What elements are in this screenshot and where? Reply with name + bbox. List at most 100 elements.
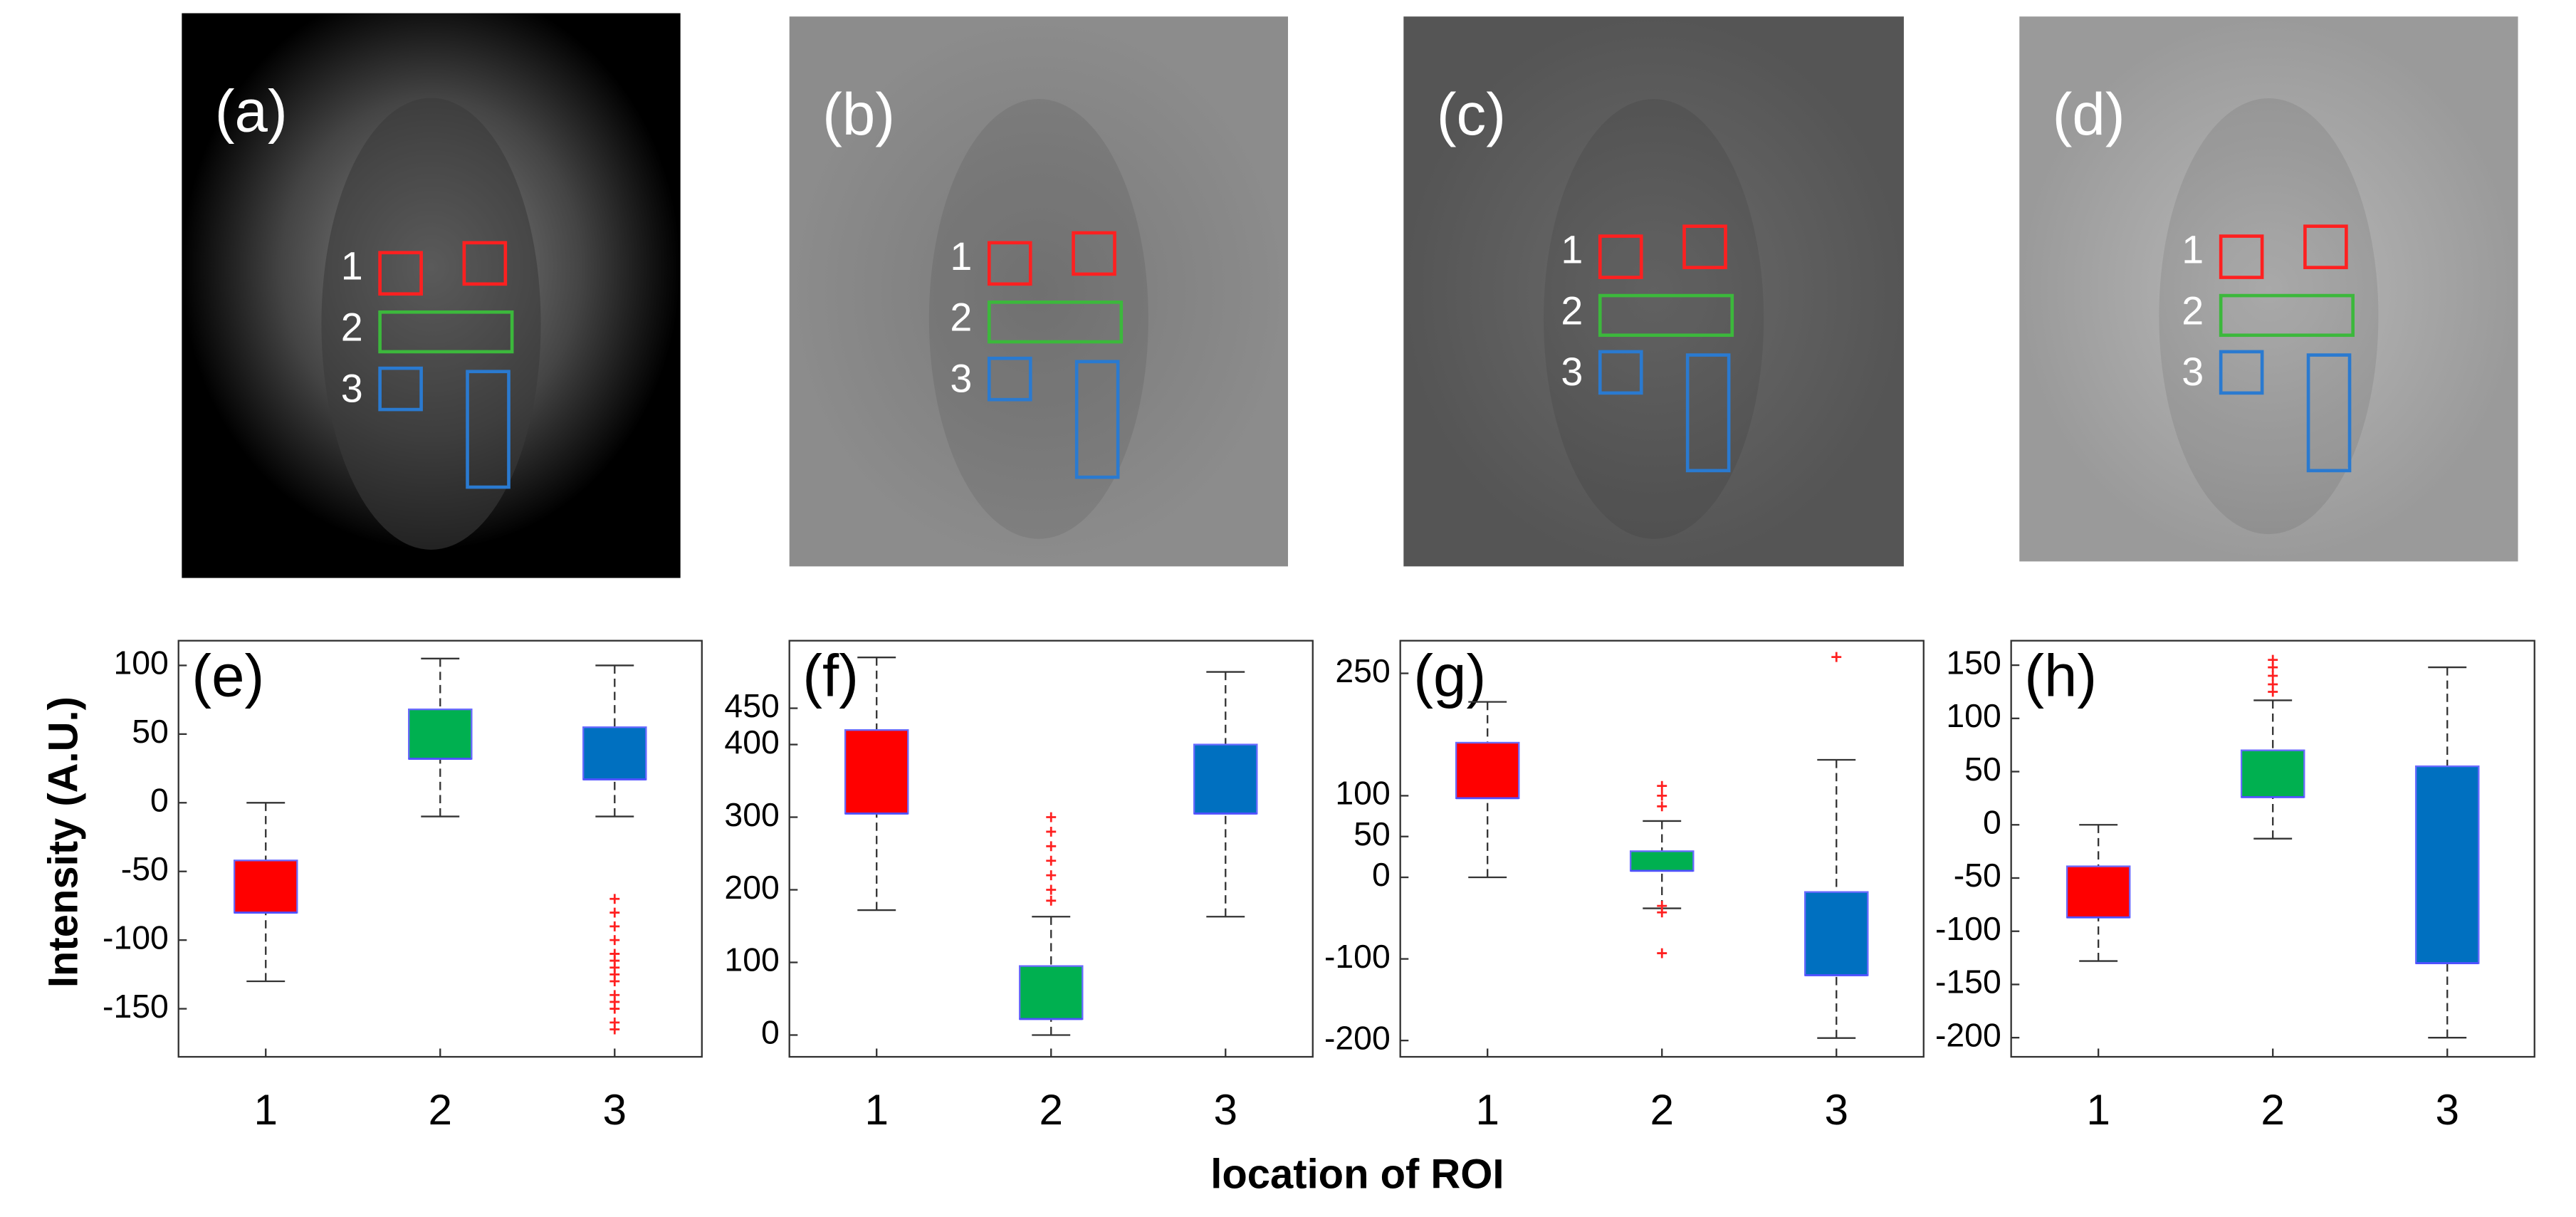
roi-group: 1 2 3 <box>2182 224 2355 473</box>
panel-label: (d) <box>2053 80 2125 147</box>
outlier <box>1657 801 1667 812</box>
y-tick-label: 0 <box>761 1014 780 1051</box>
x-axis-label: location of ROI <box>1210 1152 1504 1198</box>
y-axis-label: Intensity (A.U.) <box>41 696 86 988</box>
outlier <box>1657 907 1667 918</box>
image-tissue <box>928 99 1148 539</box>
roi-box <box>378 310 514 354</box>
outlier <box>1046 895 1057 906</box>
box <box>844 728 909 815</box>
roi-box <box>1598 350 1643 395</box>
outlier <box>1046 841 1057 852</box>
y-tick-label: 400 <box>724 724 779 761</box>
roi-box <box>378 366 423 412</box>
box <box>408 708 473 760</box>
y-tick-label: -100 <box>1935 910 2001 947</box>
outlier <box>1046 855 1057 866</box>
roi-box <box>987 301 1124 344</box>
x-tick-label: 1 <box>253 1085 278 1134</box>
image-panel: (b) 1 2 3 <box>789 16 1288 567</box>
roi-box <box>1598 234 1643 279</box>
y-tick-label: 100 <box>113 644 168 681</box>
image-panel: (d) 1 2 3 <box>2019 16 2518 562</box>
roi-box <box>987 241 1032 286</box>
y-tick-label: 0 <box>150 782 169 819</box>
x-tick-label: 3 <box>1824 1085 1848 1134</box>
chart-label: (e) <box>192 642 264 709</box>
y-tick-label: 100 <box>724 941 779 978</box>
x-tick-label: 2 <box>428 1085 452 1134</box>
roi-label: 3 <box>950 356 972 400</box>
outlier <box>1657 790 1667 801</box>
y-tick-label: 100 <box>1946 697 2001 734</box>
roi-label: 1 <box>950 234 972 278</box>
chart-label: (f) <box>802 642 859 709</box>
box <box>1629 850 1695 872</box>
roi-box <box>2303 224 2348 269</box>
y-tick-label: 0 <box>1372 856 1391 893</box>
outlier <box>609 894 620 904</box>
roi-label: 2 <box>950 296 972 340</box>
panel-label: (c) <box>1437 80 1506 147</box>
y-tick-label: 0 <box>1983 804 2001 841</box>
outlier <box>609 907 620 918</box>
roi-label: 1 <box>1561 227 1583 271</box>
box <box>233 860 298 914</box>
outlier <box>2268 686 2278 697</box>
roi-box <box>2219 350 2264 395</box>
roi-box <box>1685 353 1731 473</box>
y-tick-label: -200 <box>1935 1016 2001 1053</box>
y-tick-label: 50 <box>132 713 169 750</box>
roi-box <box>2219 293 2355 338</box>
outlier <box>609 1024 620 1035</box>
image-panel: (a) 1 2 3 <box>182 13 681 578</box>
roi-box <box>1072 231 1116 276</box>
roi-box <box>2306 353 2352 473</box>
roi-box <box>462 241 508 286</box>
y-tick-label: -100 <box>1324 938 1391 975</box>
box <box>1018 965 1084 1020</box>
outlier <box>609 935 620 946</box>
roi-box <box>2219 234 2264 279</box>
y-tick-label: 100 <box>1335 775 1390 812</box>
outlier <box>1046 826 1057 837</box>
y-tick-label: 300 <box>724 796 779 833</box>
roi-label: 2 <box>2182 288 2204 333</box>
chart-label: (g) <box>1413 642 1486 709</box>
box <box>2414 765 2480 964</box>
outlier <box>609 976 620 986</box>
y-tick-label: -50 <box>121 850 169 887</box>
image-background <box>1403 16 1904 567</box>
y-tick-label: 150 <box>1946 644 2001 681</box>
roi-label: 2 <box>1561 288 1583 333</box>
y-tick-label: -50 <box>1954 857 2001 894</box>
box <box>1455 741 1520 800</box>
outlier <box>2268 662 2278 673</box>
x-tick-label: 1 <box>1475 1085 1499 1134</box>
roi-box <box>466 370 511 489</box>
y-tick-label: -150 <box>1935 963 2001 1001</box>
y-tick-label: 450 <box>724 687 779 724</box>
outlier <box>2268 671 2278 681</box>
panel-label: (b) <box>822 80 895 147</box>
x-tick-label: 2 <box>2261 1085 2285 1134</box>
roi-group: 1 2 3 <box>950 231 1124 479</box>
box <box>582 726 647 780</box>
outlier <box>609 1003 620 1014</box>
panel-label: (a) <box>215 77 288 144</box>
y-tick-label: -150 <box>103 988 169 1025</box>
roi-label: 3 <box>341 366 363 410</box>
y-tick-label: 50 <box>1354 815 1391 852</box>
y-tick-label: 50 <box>1964 751 2001 788</box>
x-tick-label: 3 <box>603 1085 627 1134</box>
outlier <box>1657 948 1667 959</box>
y-tick-label: 250 <box>1335 652 1390 689</box>
box <box>2240 749 2305 798</box>
outlier <box>609 921 620 931</box>
image-tissue <box>2159 98 2379 535</box>
roi-label: 3 <box>1561 350 1583 394</box>
roi-label: 3 <box>2182 350 2204 394</box>
roi-box <box>1074 360 1120 479</box>
